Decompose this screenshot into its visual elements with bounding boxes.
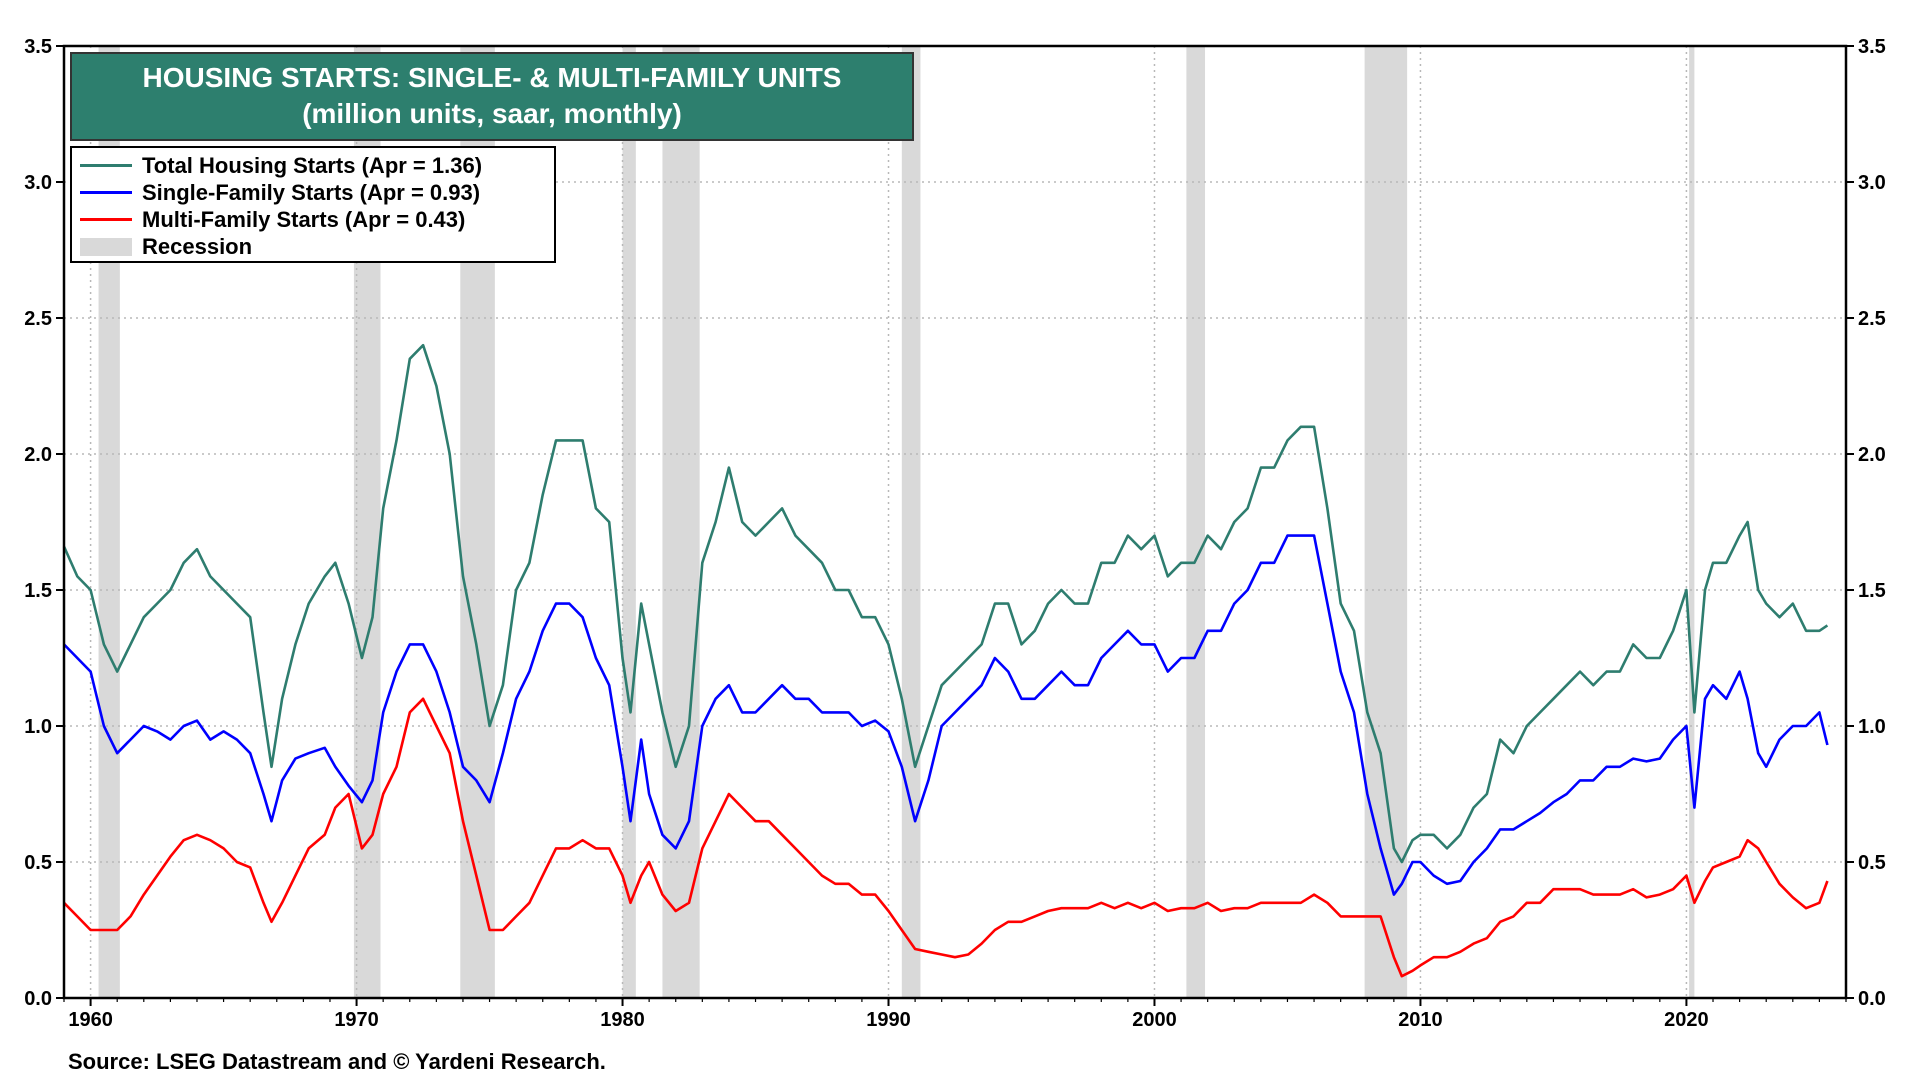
y-tick-label-left: 2.0 xyxy=(24,444,52,466)
legend-label-single: Single-Family Starts (Apr = 0.93) xyxy=(142,179,481,205)
legend-label-total: Total Housing Starts (Apr = 1.36) xyxy=(142,152,483,178)
x-tick-label: 2010 xyxy=(1398,1009,1443,1031)
y-tick-label-right: 2.0 xyxy=(1858,444,1886,466)
axis-ticks: 0.0 0.0 0.5 0.5 1.0 1.0 1.5 1.5 2.0 2.0 2.5 2.5 3.0 3… xyxy=(24,36,1886,1031)
recession-band xyxy=(622,46,636,998)
x-tick-label: 1960 xyxy=(68,1009,113,1031)
y-tick-label-left: 3.5 xyxy=(24,36,52,58)
legend-swatch-multi xyxy=(80,218,132,221)
y-tick-label-right: 2.5 xyxy=(1858,308,1886,330)
chart-title-box: HOUSING STARTS: SINGLE- & MULTI-FAMILY U… xyxy=(70,52,914,141)
y-tick-label-left: 0.5 xyxy=(24,852,52,874)
series-line-total xyxy=(62,343,1829,864)
legend-label-recession: Recession xyxy=(142,233,253,259)
y-tick-label-left: 1.0 xyxy=(24,716,52,738)
y-tick-label-left: 0.0 xyxy=(24,988,52,1010)
legend-item-total: Total Housing Starts (Apr = 1.36) xyxy=(80,152,546,179)
x-tick-label: 1990 xyxy=(866,1009,911,1031)
x-tick-label: 1970 xyxy=(334,1009,379,1031)
recession-band xyxy=(1689,46,1695,998)
y-tick-label-right: 3.0 xyxy=(1858,172,1886,194)
y-tick-label-left: 2.5 xyxy=(24,308,52,330)
legend: Total Housing Starts (Apr = 1.36) Single… xyxy=(70,146,556,263)
y-tick-label-right: 1.0 xyxy=(1858,716,1886,738)
x-tick-label: 2000 xyxy=(1132,1009,1177,1031)
gridlines xyxy=(64,46,1846,998)
legend-swatch-single xyxy=(80,191,132,194)
recession-band xyxy=(662,46,700,998)
recession-band xyxy=(98,46,120,998)
source-note: Source: LSEG Datastream and © Yardeni Re… xyxy=(68,1049,606,1074)
legend-item-recession: Recession xyxy=(80,233,546,260)
legend-label-multi: Multi-Family Starts (Apr = 0.43) xyxy=(142,206,466,232)
series-line-single xyxy=(63,534,1829,896)
y-tick-label-right: 0.5 xyxy=(1858,852,1886,874)
legend-item-single: Single-Family Starts (Apr = 0.93) xyxy=(80,179,546,206)
recession-band xyxy=(1364,46,1408,998)
recession-band xyxy=(901,46,921,998)
x-tick-label: 2020 xyxy=(1664,1009,1709,1031)
recession-band xyxy=(1186,46,1206,998)
plot-frame xyxy=(62,44,1848,1000)
legend-swatch-recession xyxy=(80,237,132,256)
chart-subtitle: (million units, saar, monthly) xyxy=(302,98,682,129)
x-tick-label: 1980 xyxy=(600,1009,645,1031)
series-lines xyxy=(62,343,1829,978)
legend-item-multi: Multi-Family Starts (Apr = 0.43) xyxy=(80,206,546,233)
series-line-multi xyxy=(63,697,1829,978)
y-tick-label-right: 0.0 xyxy=(1858,988,1886,1010)
y-tick-label-left: 3.0 xyxy=(24,172,52,194)
y-tick-label-left: 1.5 xyxy=(24,580,52,602)
y-tick-label-right: 3.5 xyxy=(1858,36,1886,58)
legend-swatch-total xyxy=(80,164,132,167)
y-tick-label-right: 1.5 xyxy=(1858,580,1886,602)
chart-title: HOUSING STARTS: SINGLE- & MULTI-FAMILY U… xyxy=(142,62,842,93)
